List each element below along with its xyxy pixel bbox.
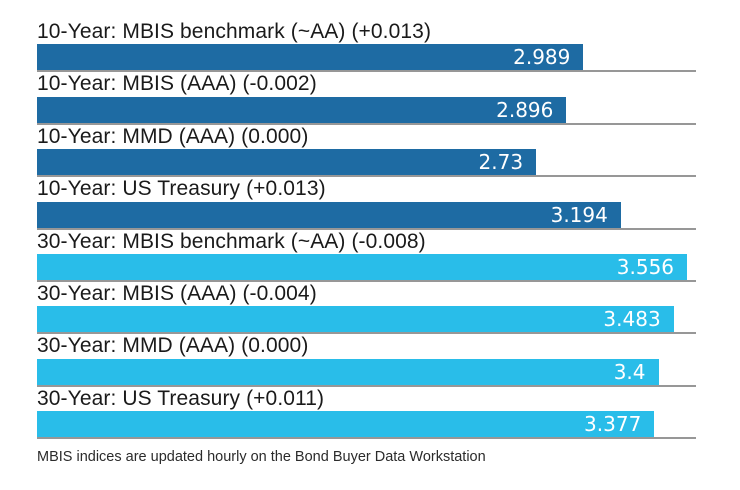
bar-30yr-mbis-benchmark: 3.556 (37, 253, 688, 280)
bar-label: 30-Year: MBIS benchmark (~AA) (-0.008) (37, 229, 426, 253)
bar-value-label: 2.73 (478, 150, 524, 175)
chart-row: 30-Year: MMD (AAA) (0.000) 3.4 (37, 334, 696, 387)
bar-label: 30-Year: MMD (AAA) (0.000) (37, 334, 309, 358)
chart-row: 30-Year: MBIS (AAA) (-0.004) 3.483 (37, 281, 696, 335)
bar-track: 3.377 (37, 411, 696, 440)
chart-row: 10-Year: MBIS (AAA) (-0.002) 2.896 (37, 72, 696, 125)
bar-label: 10-Year: MMD (AAA) (0.000) (37, 124, 309, 148)
bar-10yr-mmd-aaa: 2.73 (37, 149, 537, 176)
bar-track: 3.483 (37, 306, 696, 335)
bar-track: 2.896 (37, 96, 696, 125)
chart-row: 10-Year: US Treasury (+0.013) 3.194 (37, 177, 696, 230)
chart-row: 30-Year: MBIS benchmark (~AA) (-0.008) 3… (37, 230, 696, 282)
bar-value-label: 2.896 (496, 97, 554, 122)
bar-track: 3.556 (37, 253, 696, 282)
bar-track: 2.989 (37, 44, 696, 73)
bar-value-label: 3.377 (584, 412, 642, 437)
bar-label: 10-Year: MBIS benchmark (~AA) (+0.013) (37, 20, 432, 43)
chart-row: 10-Year: MBIS benchmark (~AA) (+0.013) 2… (37, 20, 696, 73)
chart-row: 10-Year: MMD (AAA) (0.000) 2.73 (37, 124, 696, 178)
bar-label: 10-Year: MBIS (AAA) (-0.002) (37, 72, 317, 96)
bar-30yr-us-treasury: 3.377 (37, 411, 655, 438)
bar-track: 3.194 (37, 201, 696, 230)
bar-30yr-mbis-aaa: 3.483 (37, 306, 674, 333)
bar-value-label: 3.483 (603, 307, 661, 332)
bar-track: 2.73 (37, 149, 696, 178)
bar-value-label: 3.194 (550, 202, 608, 227)
bar-label: 30-Year: MBIS (AAA) (-0.004) (37, 281, 317, 305)
bar-value-label: 2.989 (513, 45, 571, 70)
chart-footnote: MBIS indices are updated hourly on the B… (37, 449, 486, 465)
bar-value-label: 3.4 (613, 359, 646, 384)
bar-label: 10-Year: US Treasury (+0.013) (37, 177, 326, 201)
bar-10yr-mbis-aaa: 2.896 (37, 96, 567, 123)
bar-track: 3.4 (37, 358, 696, 387)
bar-10yr-mbis-benchmark: 2.989 (37, 44, 584, 71)
bar-10yr-us-treasury: 3.194 (37, 201, 621, 228)
bar-label: 30-Year: US Treasury (+0.011) (37, 386, 325, 410)
bar-30yr-mmd-aaa: 3.4 (37, 358, 659, 385)
chart-row: 30-Year: US Treasury (+0.011) 3.377 (37, 386, 696, 440)
yield-bar-chart: 10-Year: MBIS benchmark (~AA) (+0.013) 2… (37, 20, 696, 440)
bar-value-label: 3.556 (616, 254, 675, 279)
